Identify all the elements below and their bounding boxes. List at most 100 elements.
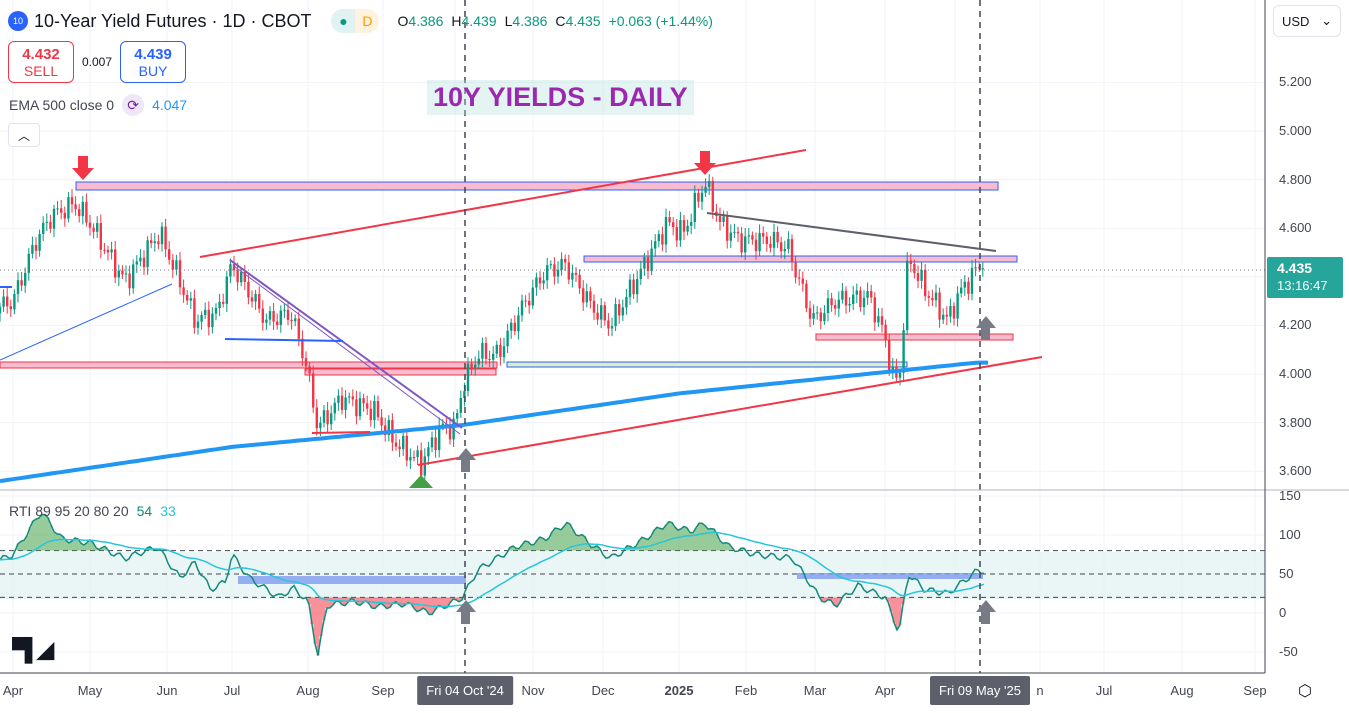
candle [538,277,542,284]
rti-overbought-fill [574,535,578,551]
rti-zone-2 [797,573,983,579]
candle [708,181,711,187]
rti-legend[interactable]: RTI 89 95 20 80 20 54 33 [9,503,176,519]
sell-button[interactable]: 4.432 SELL [8,41,74,83]
candle [243,271,246,282]
candle [535,277,538,288]
rti-overbought-fill [553,528,557,551]
candle [974,267,977,269]
buy-button[interactable]: 4.439 BUY [120,41,187,83]
candle [751,235,754,240]
currency-select[interactable]: USD ⌄ [1273,5,1341,37]
rti-overbought-fill [529,544,533,551]
candle [812,312,815,319]
candle [247,281,250,298]
candle [427,447,430,457]
candle [891,366,894,371]
candle [85,201,88,223]
rti-overbought-fill [727,543,731,551]
candle [567,262,570,280]
candles [0,174,984,483]
candle [952,306,956,319]
rti-oversold-fill [895,597,899,630]
rti-overbought-fill [682,526,686,551]
candle [776,232,779,243]
rti-overbought-fill [70,540,74,551]
arrow-up-icon [976,600,996,624]
candle [960,287,963,294]
rti-oversold-fill [346,597,350,603]
candle [168,249,171,260]
candle [502,346,506,358]
candle [643,257,646,269]
rti-overbought-fill [715,534,719,551]
time-marker-oct: Fri 04 Oct '24 [417,676,513,705]
candle [322,410,326,423]
refresh-icon[interactable]: ⟳ [122,94,145,116]
candle [200,314,203,322]
rti-oversold-fill [433,597,437,611]
rti-overbought-fill [85,542,89,551]
buy-price: 4.439 [134,45,172,63]
rti-oversold-fill [436,597,440,606]
price-axis-label: 5.000 [1279,123,1312,138]
sell-price: 4.432 [22,45,60,63]
symbol-title[interactable]: 10-Year Yield Futures · 1D · CBOT [34,10,312,31]
rti-oversold-fill [829,597,833,601]
settings-icon[interactable]: ⬡ [1298,683,1312,700]
annotation-title[interactable]: 10Y YIELDS - DAILY [427,80,694,115]
rti-overbought-fill [508,547,512,551]
candle [204,309,207,315]
candle [225,276,228,304]
rti-oversold-fill [310,597,314,625]
support-zone-3 [506,361,908,368]
market-status[interactable]: ● D [331,9,380,33]
candle [272,311,275,322]
ema-value: 4.047 [152,97,188,113]
candle [196,321,200,328]
candle [866,291,869,298]
candle [906,260,909,331]
candle [110,249,113,253]
resistance-zone [75,181,999,191]
rti-overbought-fill [562,526,566,551]
candle [182,287,185,295]
rti-overbought-fill [679,528,683,551]
rti-overbought-fill [73,537,77,551]
rti-overbought-fill [94,547,98,551]
candle [506,330,509,347]
candle [283,309,286,311]
rti-oversold-fill [394,597,398,602]
rti-oversold-fill [421,597,425,609]
candle [783,248,786,252]
candle [636,279,639,295]
collapse-legend-button[interactable]: ︿ [8,123,40,147]
rti-oversold-fill [898,597,902,625]
rti-overbought-fill [640,537,644,551]
candle [920,269,923,281]
rti-oversold-fill [397,597,401,605]
tradingview-logo[interactable]: ▀▌◢ [12,637,54,662]
rti-overbought-fill [664,525,668,551]
candle [762,232,765,237]
ema-legend[interactable]: EMA 500 close 0 ⟳ 4.047 [9,94,187,116]
rti-oversold-fill [838,597,842,603]
candle [661,234,664,245]
candle [70,197,74,205]
candle [772,232,776,248]
price-axis-label: 4.800 [1279,171,1312,187]
candle [268,311,272,320]
time-axis-label: n [1036,683,1044,698]
rti-overbought-fill [550,532,554,551]
rti-overbought-fill [706,529,710,551]
ema-label: EMA 500 close 0 [9,97,115,113]
candle [362,398,365,404]
candle [20,280,23,286]
candle [765,236,768,244]
candle [78,209,81,217]
rti-overbought-fill [580,534,584,551]
rti-overbought-fill [547,538,551,551]
candle [38,233,41,251]
rti-overbought-fill [556,528,560,551]
